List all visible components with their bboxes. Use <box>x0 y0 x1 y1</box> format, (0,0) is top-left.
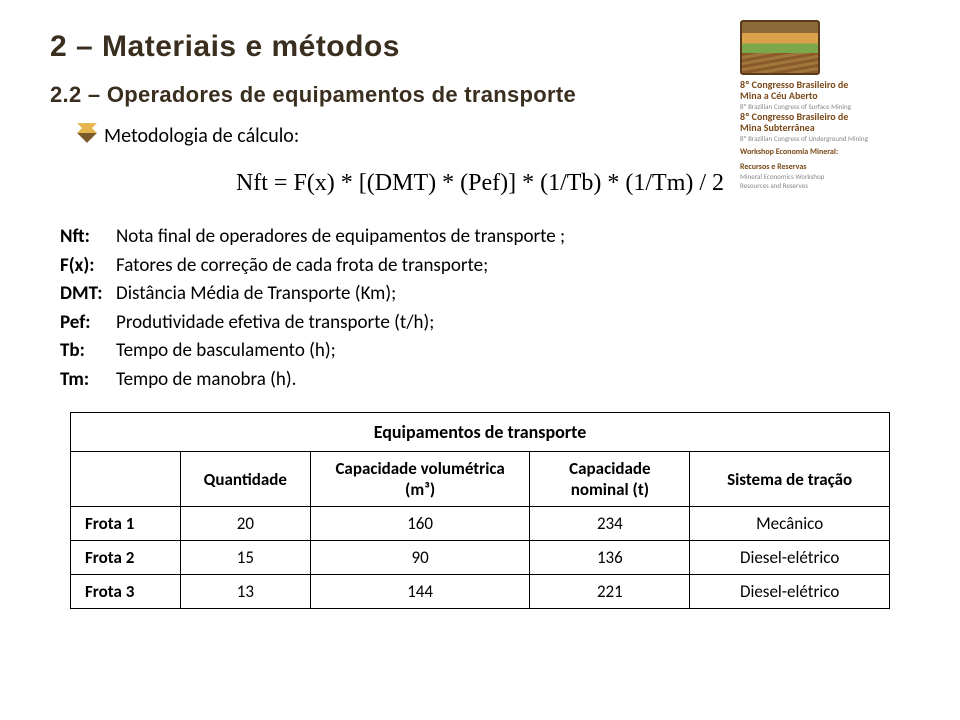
table-cell: 90 <box>310 541 530 575</box>
definition-key: Nft: <box>60 223 116 252</box>
table-cell: 221 <box>530 575 690 609</box>
definition-value: Fatores de correção de cada frota de tra… <box>116 252 910 281</box>
logo-line6: 8º Brazilian Congress of Underground Min… <box>740 135 930 143</box>
method-label-text: Metodologia de cálculo: <box>104 124 299 148</box>
definition-row: Tm:Tempo de manobra (h). <box>60 366 910 395</box>
definition-key: Tm: <box>60 366 116 395</box>
definition-value: Produtividade efetiva de transporte (t/h… <box>116 309 910 338</box>
logo-line2: Mina a Céu Aberto <box>740 90 930 101</box>
definition-row: F(x):Fatores de correção de cada frota d… <box>60 252 910 281</box>
definitions-list: Nft:Nota final de operadores de equipame… <box>60 223 910 394</box>
table-column-header: Sistema de tração <box>690 452 890 507</box>
table-cell: Frota 2 <box>71 541 181 575</box>
definition-key: DMT: <box>60 280 116 309</box>
definition-value: Distância Média de Transporte (Km); <box>116 280 910 309</box>
conference-logo: 8º Congresso Brasileiro de Mina a Céu Ab… <box>740 20 930 150</box>
table-title: Equipamentos de transporte <box>71 413 890 452</box>
table-cell: Diesel-elétrico <box>690 575 890 609</box>
definition-value: Tempo de manobra (h). <box>116 366 910 395</box>
definition-row: Pef:Produtividade efetiva de transporte … <box>60 309 910 338</box>
definition-row: DMT:Distância Média de Transporte (Km); <box>60 280 910 309</box>
logo-line7: Workshop Economia Mineral: <box>740 148 930 157</box>
table-cell: Frota 3 <box>71 575 181 609</box>
table-row: Frota 120160234Mecânico <box>71 507 890 541</box>
definition-key: Pef: <box>60 309 116 338</box>
table-cell: 234 <box>530 507 690 541</box>
table-cell: Frota 1 <box>71 507 181 541</box>
table-column-header: Capacidade nominal (t) <box>530 452 690 507</box>
table-column-header: Quantidade <box>180 452 310 507</box>
definition-row: Nft:Nota final de operadores de equipame… <box>60 223 910 252</box>
bullet-diamond-icon <box>77 123 97 143</box>
table-column-header: Capacidade volumétrica (m³) <box>310 452 530 507</box>
definition-key: F(x): <box>60 252 116 281</box>
logo-line10: Resources and Reserves <box>740 182 930 190</box>
table-cell: 20 <box>180 507 310 541</box>
table-cell: 15 <box>180 541 310 575</box>
logo-line9: Mineral Economics Workshop <box>740 173 930 181</box>
table-cell: 160 <box>310 507 530 541</box>
table-row: Frota 21590136Diesel-elétrico <box>71 541 890 575</box>
table-cell: 13 <box>180 575 310 609</box>
table-cell: Mecânico <box>690 507 890 541</box>
table-cell: 136 <box>530 541 690 575</box>
definition-key: Tb: <box>60 337 116 366</box>
definition-value: Nota final de operadores de equipamentos… <box>116 223 910 252</box>
logo-graphic <box>740 20 820 75</box>
table-column-header <box>71 452 181 507</box>
table-row: Frota 313144221Diesel-elétrico <box>71 575 890 609</box>
equipment-table: Equipamentos de transporte QuantidadeCap… <box>70 412 890 609</box>
definition-row: Tb:Tempo de basculamento (h); <box>60 337 910 366</box>
table-cell: 144 <box>310 575 530 609</box>
definition-value: Tempo de basculamento (h); <box>116 337 910 366</box>
logo-line5: Mina Subterrânea <box>740 122 930 133</box>
table-cell: Diesel-elétrico <box>690 541 890 575</box>
logo-line8: Recursos e Reservas <box>740 163 930 172</box>
